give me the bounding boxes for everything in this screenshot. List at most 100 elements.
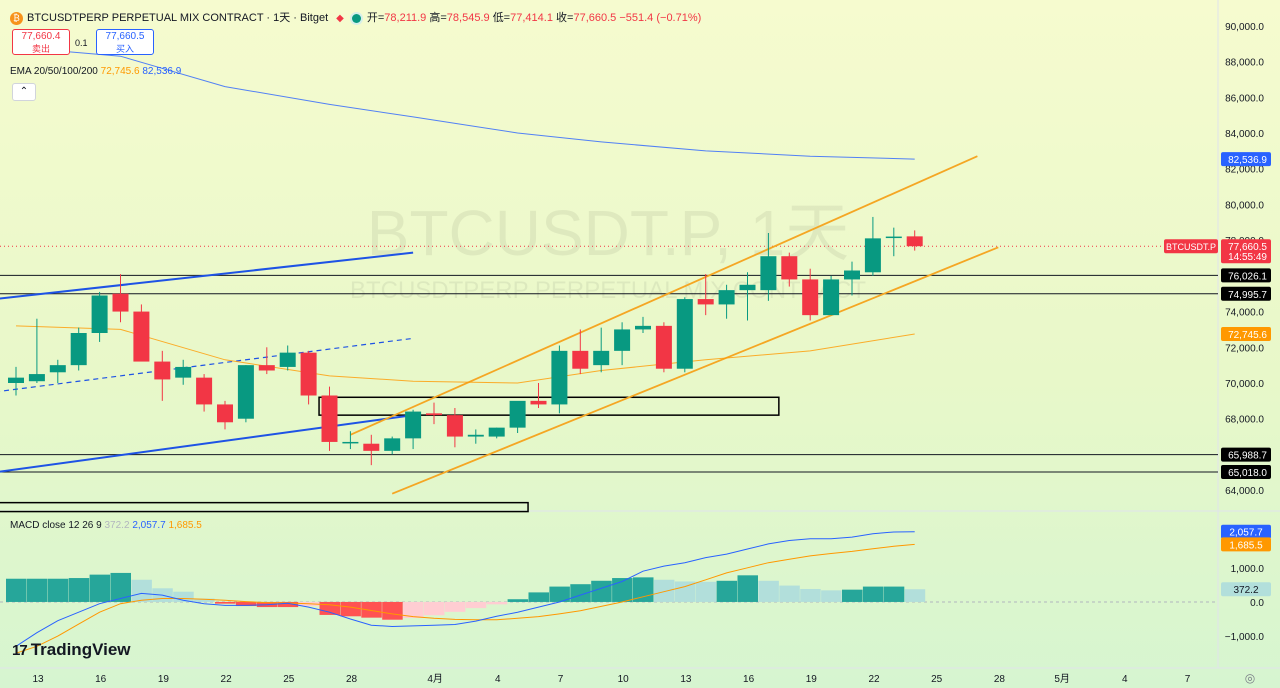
- time-tick-label: 7: [558, 674, 564, 685]
- macd-signal-value: 1,685.5: [168, 520, 202, 531]
- macd-histogram-bar: [110, 572, 131, 602]
- tradingview-logo[interactable]: 17 TradingView: [12, 640, 131, 660]
- price-tag: [1221, 286, 1271, 301]
- low-value: 77,414.1: [510, 12, 553, 24]
- macd-histogram-bar: [507, 599, 529, 602]
- macd-tag-label: 372.2: [1233, 585, 1258, 596]
- macd-histogram-bar: [194, 598, 215, 602]
- price-tag: [1221, 447, 1271, 462]
- macd-line: [15, 531, 915, 647]
- candle-body: [676, 299, 693, 369]
- candle-body: [133, 311, 150, 362]
- rectangle-zone: [0, 501, 529, 513]
- macd-histogram-bar: [486, 601, 508, 605]
- change-value: −551.4 (−0.71%): [619, 12, 702, 24]
- macd-histogram-bar: [883, 586, 905, 602]
- buy-button[interactable]: 77,660.5 买入: [96, 29, 154, 55]
- macd-histogram-bar: [89, 574, 111, 602]
- price-tag-label: 77,660.5: [1228, 242, 1267, 253]
- close-value: 77,660.5: [573, 12, 617, 24]
- buy-price: 77,660.5: [105, 31, 145, 42]
- channel-line: [391, 246, 999, 495]
- macd-histogram-bar: [862, 586, 884, 602]
- macd-histogram-bar: [340, 601, 361, 617]
- candle-body: [321, 395, 338, 442]
- ema-short-line: [15, 325, 915, 384]
- candle-body: [802, 279, 819, 316]
- candle-body: [906, 236, 923, 247]
- price-tag-label: 82,536.9: [1228, 155, 1267, 166]
- macd-histogram-bar: [47, 578, 69, 602]
- watermark-subtitle: BTCUSDTPERP PERPETUAL MIX CONTRACT: [350, 277, 866, 304]
- price-tick-label: 84,000.0: [1225, 129, 1264, 140]
- macd-histogram-bar: [695, 581, 717, 602]
- candle-body: [342, 441, 359, 444]
- candle-body: [8, 377, 24, 383]
- candle-body: [488, 427, 505, 437]
- price-tick-label: 86,000.0: [1225, 93, 1264, 104]
- symbol-legend[interactable]: ₿ BTCUSDTPERP PERPETUAL MIX CONTRACT · 1天…: [10, 9, 701, 25]
- price-tag-label: 65,018.0: [1228, 468, 1267, 479]
- chevron-up-icon[interactable]: ⌃: [12, 83, 36, 101]
- trend-line: [0, 337, 414, 392]
- time-tick-label: 5月: [1054, 673, 1070, 685]
- candle-body: [258, 365, 275, 371]
- price-tag: [1221, 152, 1271, 167]
- macd-histogram-bar: [403, 601, 424, 618]
- time-tick-label: 10: [618, 674, 630, 685]
- macd-line-value: 2,057.7: [132, 520, 166, 531]
- time-tick-label: 4: [1122, 674, 1128, 685]
- sell-price: 77,660.4: [21, 31, 61, 42]
- macd-histogram-bar: [779, 585, 800, 602]
- buy-label: 买入: [115, 44, 134, 54]
- candle-body: [614, 329, 631, 351]
- candle-body: [91, 295, 108, 333]
- time-tick-label: 25: [931, 674, 943, 685]
- symbol-tag: [1164, 239, 1218, 254]
- price-tag-label: 74,995.7: [1228, 290, 1267, 301]
- candle-body: [300, 352, 317, 396]
- sell-button[interactable]: 77,660.4 卖出: [12, 29, 70, 55]
- price-tag-label: 72,745.6: [1228, 330, 1267, 341]
- macd-signal-line: [15, 543, 915, 654]
- macd-histogram-bar: [68, 578, 90, 602]
- bitcoin-icon: ₿: [10, 11, 23, 25]
- sell-label: 卖出: [31, 44, 50, 54]
- ema-long-value: 82,536.9: [142, 66, 182, 77]
- candle-body: [572, 350, 589, 369]
- macd-tag: [1221, 582, 1271, 597]
- price-tag-label: 65,988.7: [1228, 451, 1267, 462]
- macd-histogram-bar: [424, 601, 445, 616]
- macd-tick-label: 0.0: [1250, 598, 1264, 609]
- candle-body: [446, 415, 463, 437]
- low-label: 低=: [492, 12, 511, 24]
- time-tick-label: 4月: [427, 673, 443, 685]
- candle-body: [885, 236, 902, 239]
- candle-body: [844, 270, 860, 280]
- channel-line: [350, 155, 978, 436]
- macd-tick-label: 1,000.0: [1231, 564, 1265, 575]
- macd-tag: [1221, 537, 1271, 552]
- candle-body: [112, 293, 129, 312]
- high-value: 78,545.9: [446, 12, 490, 24]
- price-tag: [1221, 268, 1271, 283]
- time-tick-label: 22: [868, 674, 880, 685]
- countdown-label: 14:55:49: [1228, 252, 1267, 263]
- price-tag: [1221, 326, 1271, 341]
- candle-body: [426, 413, 442, 416]
- macd-histogram-bar: [737, 575, 758, 602]
- macd-histogram-bar: [674, 581, 696, 602]
- macd-histogram-bar: [570, 584, 591, 602]
- macd-hist-value: 372.2: [104, 520, 130, 531]
- candle-body: [823, 279, 840, 316]
- order-quantity[interactable]: 0.1: [75, 38, 88, 48]
- ema-legend[interactable]: EMA 20/50/100/200 72,745.6 82,536.9: [10, 66, 181, 77]
- flag-icon[interactable]: ◆: [336, 12, 344, 24]
- macd-legend[interactable]: MACD close 12 26 9 372.2 2,057.7 1,685.5: [10, 520, 202, 531]
- candle-body: [635, 325, 651, 330]
- time-tick-label: 16: [95, 674, 107, 685]
- gear-icon[interactable]: ◎: [1245, 671, 1255, 685]
- candle-body: [655, 325, 672, 369]
